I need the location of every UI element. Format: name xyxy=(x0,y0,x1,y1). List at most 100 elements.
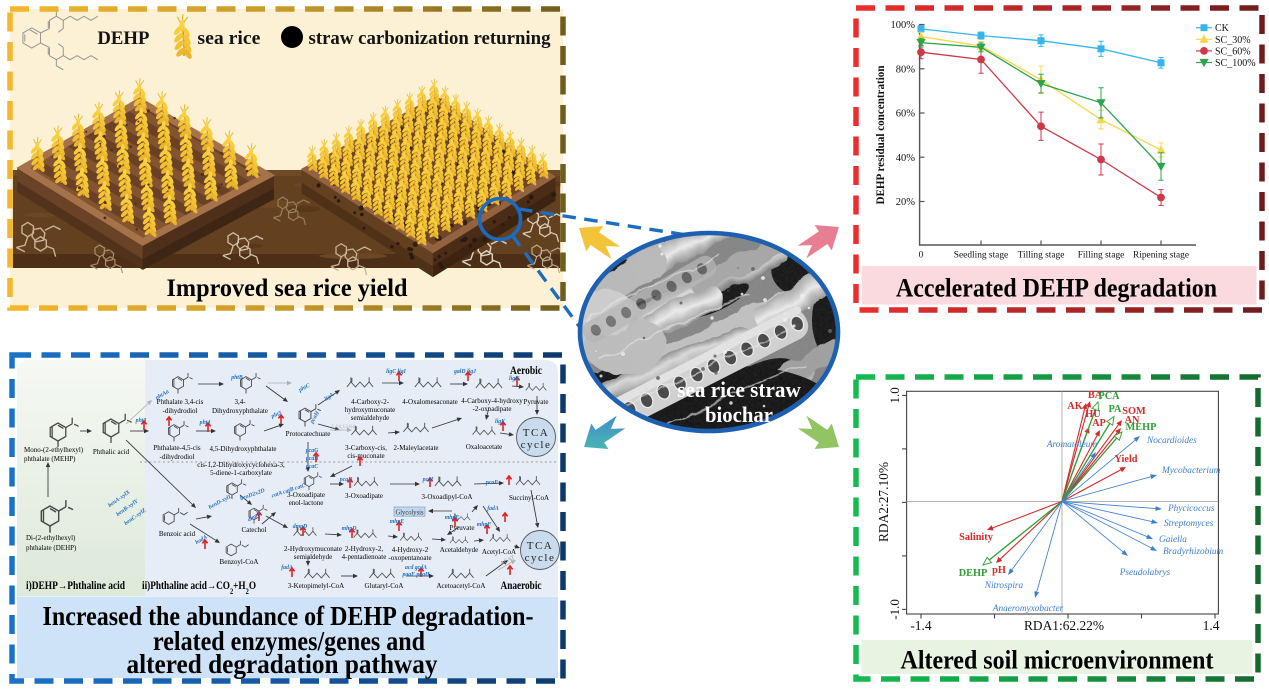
svg-text:Benzoyl-CoA: Benzoyl-CoA xyxy=(220,558,259,566)
svg-text:Streptomyces: Streptomyces xyxy=(1164,519,1214,529)
svg-text:3-Oxoadipate: 3-Oxoadipate xyxy=(345,492,383,500)
svg-text:20%: 20% xyxy=(896,197,916,208)
svg-text:Accelerated DEHP degradation: Accelerated DEHP degradation xyxy=(896,273,1217,303)
svg-text:AK: AK xyxy=(1067,401,1082,412)
svg-text:TCA: TCA xyxy=(527,540,554,552)
svg-text:Acetoacetyl-CoA: Acetoacetyl-CoA xyxy=(437,582,486,590)
svg-text:Glycolysis: Glycolysis xyxy=(396,508,424,516)
svg-text:acd gcdA: acd gcdA xyxy=(405,565,427,571)
svg-text:fadA: fadA xyxy=(487,506,499,512)
svg-text:Gaiella: Gaiella xyxy=(1159,535,1187,545)
svg-text:pcaG: pcaG xyxy=(305,448,319,454)
svg-text:Protocatechuate: Protocatechuate xyxy=(286,430,331,438)
svg-text:sea rice: sea rice xyxy=(197,28,260,49)
svg-text:-1.4: -1.4 xyxy=(910,618,932,633)
svg-text:Bradyrhizobium: Bradyrhizobium xyxy=(1163,547,1224,557)
svg-text:0: 0 xyxy=(919,251,924,261)
svg-text:SC_30%: SC_30% xyxy=(1215,35,1251,46)
svg-text:Anaeromyxobacter: Anaeromyxobacter xyxy=(992,604,1064,614)
svg-text:pcaD: pcaD xyxy=(339,477,353,483)
svg-text:phthalate (MEHP): phthalate (MEHP) xyxy=(24,455,76,463)
svg-text:dmpD: dmpD xyxy=(293,524,308,530)
svg-text:Dihydroxyphthalate: Dihydroxyphthalate xyxy=(212,407,268,415)
svg-text:PCA: PCA xyxy=(1098,391,1120,402)
svg-text:4,5-Dihydroxyphthalate: 4,5-Dihydroxyphthalate xyxy=(209,445,276,453)
svg-text:2-Hydroxymuconate: 2-Hydroxymuconate xyxy=(284,545,342,553)
svg-text:CK: CK xyxy=(1215,23,1230,34)
svg-text:-oxopentanoate: -oxopentanoate xyxy=(388,554,431,562)
svg-text:pht3: pht3 xyxy=(135,418,147,424)
svg-text:altered degradation pathway: altered degradation pathway xyxy=(127,649,438,679)
svg-text:Altered soil microenvironment: Altered soil microenvironment xyxy=(901,645,1214,675)
svg-text:3-Carboxy-cis,: 3-Carboxy-cis, xyxy=(345,444,387,452)
svg-text:mhpF: mhpF xyxy=(477,522,492,528)
svg-text:Succinyl-CoA: Succinyl-CoA xyxy=(509,494,549,502)
svg-text:-dihydrodiol: -dihydrodiol xyxy=(163,407,198,415)
svg-text:ligC ligI: ligC ligI xyxy=(386,369,407,375)
svg-text:phtB: phtB xyxy=(230,375,243,381)
svg-text:-2-oxoadipate: -2-oxoadipate xyxy=(473,405,512,413)
svg-text:-dihydrodiol: -dihydrodiol xyxy=(160,453,195,461)
svg-text:cycle: cycle xyxy=(521,439,552,451)
svg-text:3,4-: 3,4- xyxy=(234,398,246,406)
svg-text:semialdehyde: semialdehyde xyxy=(294,553,333,561)
svg-text:ligK: ligK xyxy=(509,376,520,382)
svg-text:semialdehyde: semialdehyde xyxy=(351,414,390,422)
svg-text:DEHP residual concentration: DEHP residual concentration xyxy=(875,65,887,205)
svg-text:Improved sea rice yield: Improved sea rice yield xyxy=(167,273,408,302)
svg-text:pH: pH xyxy=(992,565,1006,576)
svg-text:Nocardioides: Nocardioides xyxy=(1146,436,1197,446)
svg-text:Pyruvate: Pyruvate xyxy=(524,398,549,406)
svg-text:Phthalic acid: Phthalic acid xyxy=(93,448,130,456)
svg-text:fadA: fadA xyxy=(281,565,293,571)
svg-text:straw carbonization returning: straw carbonization returning xyxy=(309,28,551,49)
svg-text:pcaB: pcaB xyxy=(305,456,318,462)
svg-text:mhpE: mhpE xyxy=(390,519,405,525)
svg-text:galD ligJ: galD ligJ xyxy=(453,369,477,375)
svg-text:biochar: biochar xyxy=(705,402,773,427)
svg-text:mhpE: mhpE xyxy=(445,515,460,521)
svg-text:3-Oxoadipyl-CoA: 3-Oxoadipyl-CoA xyxy=(422,493,473,501)
svg-text:Ripening stage: Ripening stage xyxy=(1133,251,1189,261)
svg-text:pcaF: pcaF xyxy=(485,480,498,486)
svg-text:phthalate (DEHP): phthalate (DEHP) xyxy=(26,544,77,552)
svg-text:cis-muconate: cis-muconate xyxy=(347,452,384,460)
svg-text:3-Ketopimelyl-CoA: 3-Ketopimelyl-CoA xyxy=(288,582,344,590)
svg-text:MEHP: MEHP xyxy=(1126,422,1157,433)
svg-text:2-Maleylacetate: 2-Maleylacetate xyxy=(393,444,438,452)
svg-text:Nitrospira: Nitrospira xyxy=(984,581,1024,591)
svg-text:Glutaryl-CoA: Glutaryl-CoA xyxy=(365,582,404,590)
svg-text:5-diene-1-carboxylate: 5-diene-1-carboxylate xyxy=(210,469,272,477)
svg-text:cycle: cycle xyxy=(525,552,556,564)
svg-text:Di-(2-ethylhexyl): Di-(2-ethylhexyl) xyxy=(26,534,76,542)
svg-text:RDA1:62.22%: RDA1:62.22% xyxy=(1024,618,1104,633)
svg-text:Seedling stage: Seedling stage xyxy=(954,251,1008,261)
svg-text:4-Hydroxy-2: 4-Hydroxy-2 xyxy=(392,546,429,554)
svg-text:Anaerobic: Anaerobic xyxy=(501,578,543,592)
svg-text:Phthalate 3,4-cis: Phthalate 3,4-cis xyxy=(157,398,204,406)
svg-text:Phycicoccus: Phycicoccus xyxy=(1167,504,1215,514)
svg-text:Benzoic acid: Benzoic acid xyxy=(159,530,196,538)
svg-text:RDA2:27.10%: RDA2:27.10% xyxy=(876,462,891,542)
svg-text:SC_60%: SC_60% xyxy=(1215,46,1251,57)
svg-text:100%: 100% xyxy=(891,20,916,31)
svg-text:40%: 40% xyxy=(896,153,916,164)
svg-text:2-Hydroxy-2,: 2-Hydroxy-2, xyxy=(345,545,384,553)
svg-text:Catechol: Catechol xyxy=(242,526,267,534)
svg-text:Phthalate-4,5-cis: Phthalate-4,5-cis xyxy=(153,444,201,452)
svg-text:cis-1,2-Dihydroxycyclohexa-3,: cis-1,2-Dihydroxycyclohexa-3, xyxy=(197,461,285,469)
svg-text:AP: AP xyxy=(1092,418,1106,429)
svg-text:1,14,13,64: 1,14,13,64 xyxy=(331,424,355,430)
svg-text:4-Oxalomesaconate: 4-Oxalomesaconate xyxy=(402,398,458,406)
svg-text:4-Carboxy-2-: 4-Carboxy-2- xyxy=(351,398,390,406)
svg-text:PA: PA xyxy=(1109,404,1123,415)
svg-text:mhpD: mhpD xyxy=(342,526,358,532)
svg-text:DEHP: DEHP xyxy=(97,28,149,49)
svg-text:Oxaloacetate: Oxaloacetate xyxy=(466,443,503,451)
svg-text:pcaI: pcaI xyxy=(422,477,434,483)
svg-text:sea rice straw: sea rice straw xyxy=(677,377,801,402)
svg-text:Mono-(2-ethylhexyl): Mono-(2-ethylhexyl) xyxy=(24,446,84,454)
svg-text:i)DEHP→Phthaline acid: i)DEHP→Phthaline acid xyxy=(26,580,125,592)
svg-text:Aerobic: Aerobic xyxy=(510,363,543,377)
svg-text:ligK: ligK xyxy=(495,419,506,425)
